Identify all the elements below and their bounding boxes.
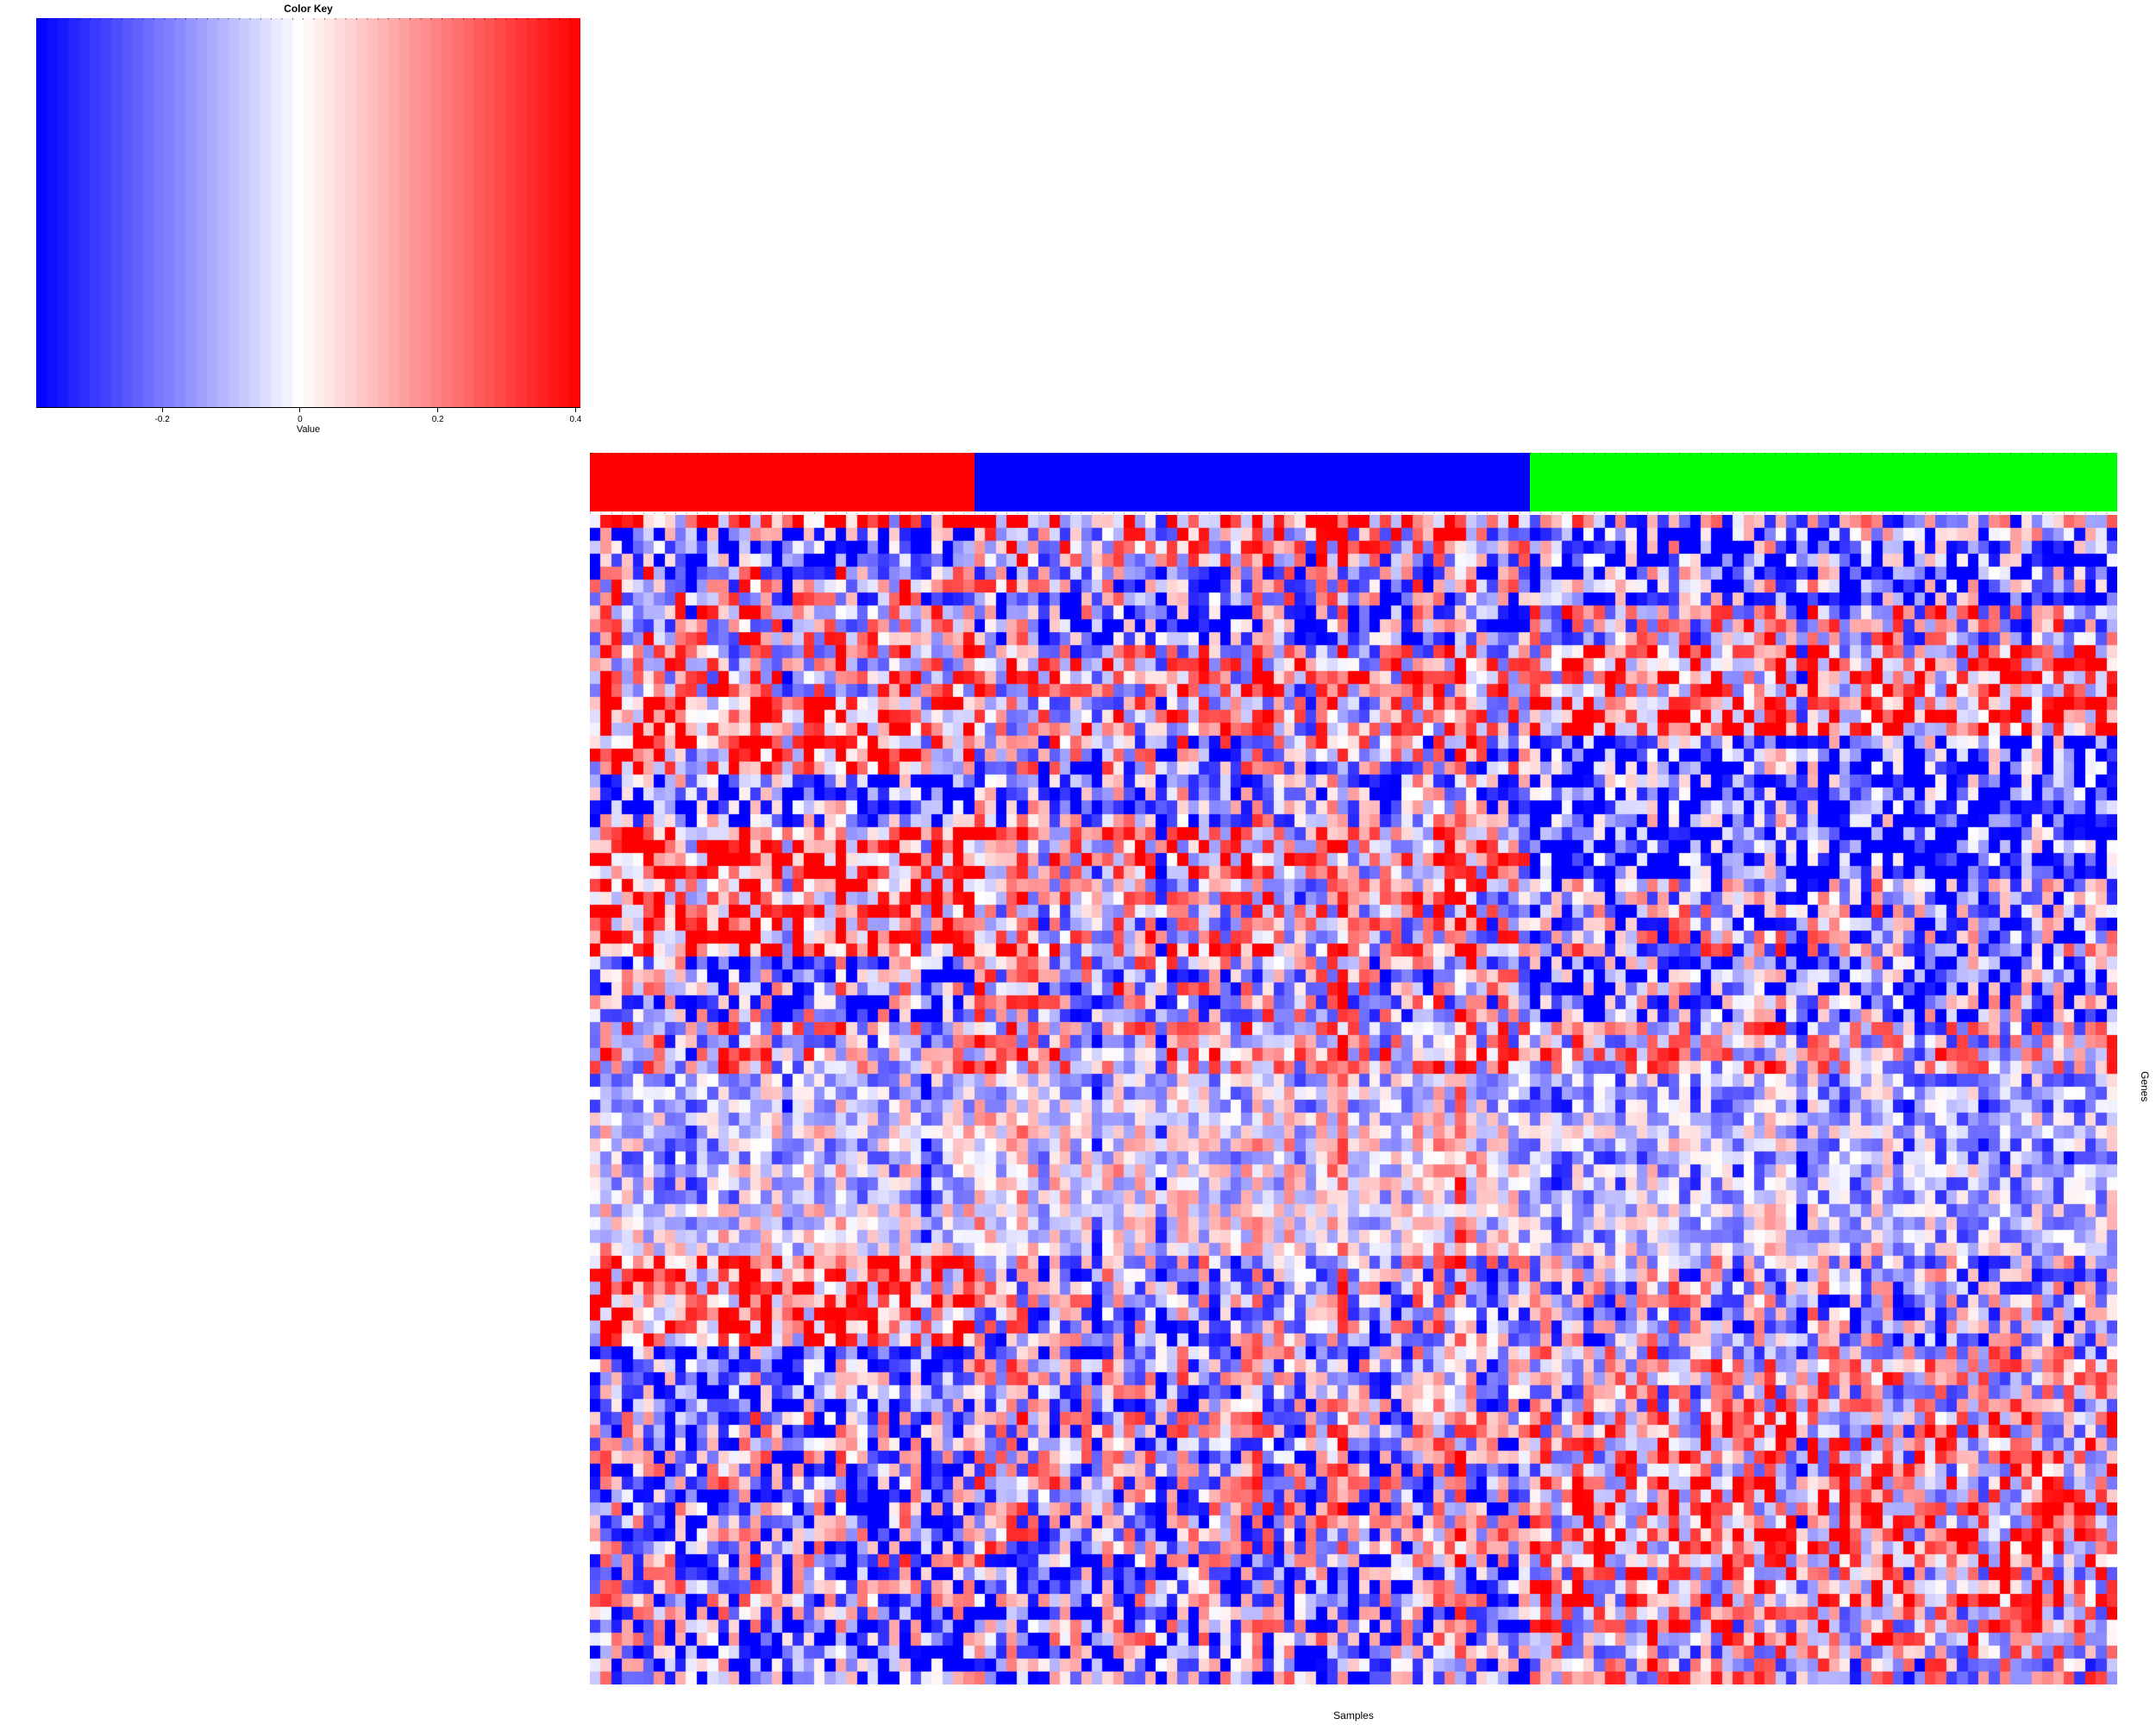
color-key-tick [161,407,163,412]
color-key-axis-label: Value [296,424,321,435]
y-axis-label: Genes [2139,1071,2151,1102]
color-key-tick [299,407,301,412]
column-group-group-2 [974,453,1530,511]
x-axis-label: Samples [1333,1709,1374,1722]
color-key-title: Color Key [284,3,333,15]
color-key-tick-label: -0.2 [154,415,170,424]
column-group-group-1 [590,453,975,511]
color-key-top-ticks [36,18,580,20]
color-key-tick [574,407,576,412]
heatmap-top-ticks [590,512,2117,514]
column-group-group-3 [1529,453,2117,511]
column-groups-bar [590,453,2117,511]
column-groups-bar-ticks [590,453,2117,455]
color-key-tick-label: 0 [298,415,303,424]
color-key-axis: -0.2 0 0.2 0.4 [36,407,582,436]
color-key-tick-label: 0.4 [569,415,582,424]
heatmap-canvas [590,515,2117,1684]
color-key-tick-label: 0.2 [431,415,444,424]
color-key-axis-line [36,407,580,408]
color-key-gradient [36,18,580,407]
color-key-tick [437,407,439,412]
